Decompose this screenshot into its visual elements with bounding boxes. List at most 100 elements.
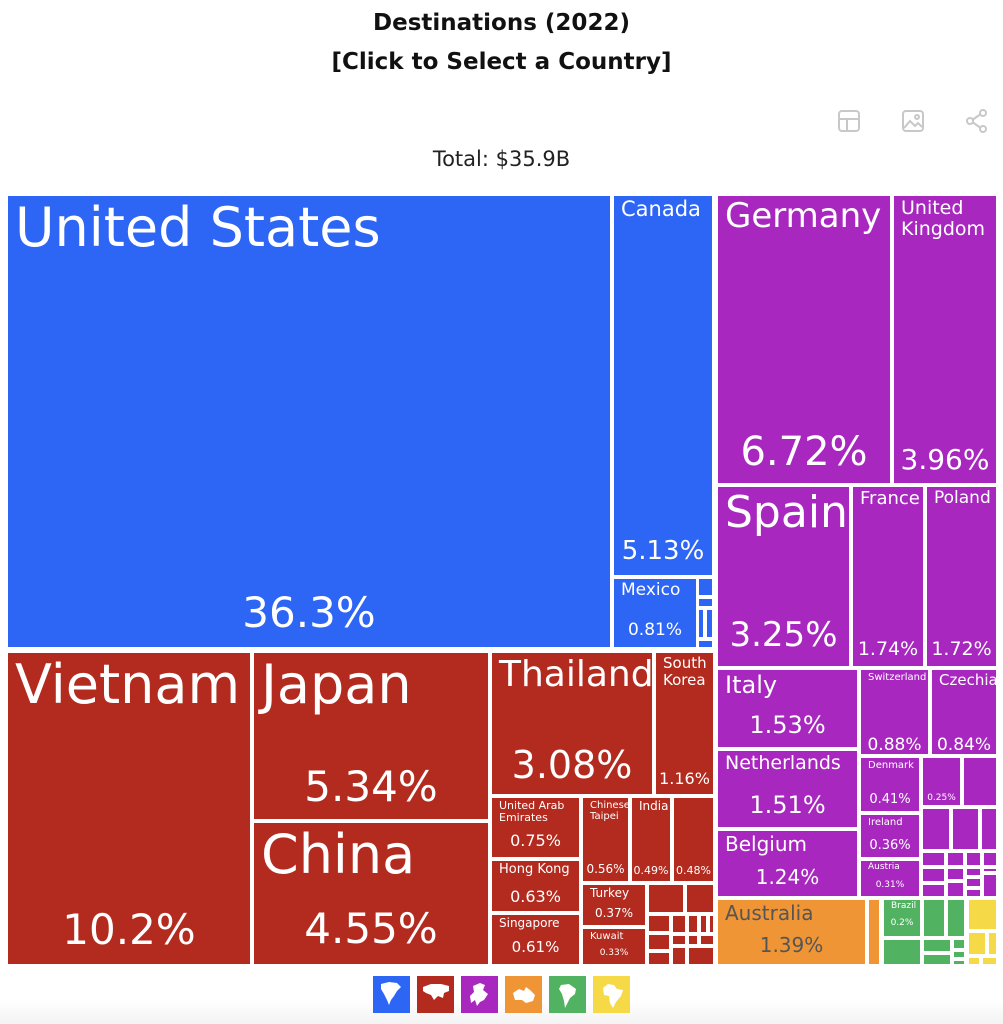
treemap-cell-czechia[interactable]: Czechia 0.84% — [931, 669, 997, 755]
treemap-cell-small[interactable] — [688, 915, 698, 933]
cell-value: 0.49% — [633, 863, 669, 877]
treemap-cell-small[interactable] — [953, 939, 965, 949]
treemap-cell-chinese-taipei[interactable]: Chinese Taipei 0.56% — [582, 797, 629, 882]
treemap-cell-small[interactable] — [983, 852, 997, 866]
cell-value: 0.48% — [676, 863, 711, 877]
treemap-cell-small[interactable] — [968, 957, 980, 965]
treemap-cell-small[interactable] — [688, 947, 714, 965]
treemap-cell-mexico[interactable]: Mexico 0.81% — [613, 578, 697, 648]
cell-label: France — [860, 488, 920, 509]
treemap-cell-small[interactable] — [706, 609, 713, 638]
treemap-cell-small[interactable] — [952, 808, 979, 850]
treemap-cell-south-korea[interactable]: South Korea 1.16% — [655, 652, 714, 795]
treemap-cell-canada[interactable]: Canada 5.13% — [613, 195, 713, 576]
treemap-cell-vietnam[interactable]: Vietnam 10.2% — [7, 652, 251, 965]
treemap-cell-small[interactable] — [648, 934, 670, 950]
treemap-cell-united-states[interactable]: United States 36.3% — [7, 195, 611, 648]
treemap-cell-small[interactable] — [968, 932, 986, 955]
share-icon[interactable] — [964, 108, 990, 134]
treemap-cell-small[interactable] — [988, 932, 997, 955]
treemap-cell-small[interactable] — [868, 899, 880, 965]
treemap-cell-small[interactable] — [968, 899, 997, 930]
south-america-icon[interactable] — [549, 976, 586, 1013]
treemap-cell-small[interactable] — [698, 578, 713, 596]
treemap-cell-small[interactable] — [700, 935, 714, 945]
cell-label: Poland — [934, 488, 991, 508]
cell-label: United Kingdom — [901, 197, 986, 240]
treemap-cell-small[interactable] — [966, 868, 981, 876]
treemap-cell-ireland[interactable]: Ireland 0.36% — [860, 814, 920, 858]
africa-icon[interactable] — [593, 976, 630, 1013]
treemap-cell-small[interactable] — [672, 947, 686, 965]
treemap-cell-small[interactable] — [923, 954, 951, 965]
treemap-cell-small[interactable] — [686, 884, 714, 913]
treemap-cell-small[interactable] — [947, 882, 964, 897]
treemap-cell-small[interactable] — [688, 935, 698, 945]
treemap-cell-france[interactable]: France 1.74% — [852, 486, 924, 667]
treemap-cell-small[interactable] — [922, 808, 950, 850]
treemap-cell-small[interactable] — [648, 952, 670, 965]
asia-icon[interactable] — [417, 976, 454, 1013]
treemap-cell-small[interactable] — [672, 915, 686, 933]
treemap-cell-small[interactable] — [648, 884, 684, 913]
treemap-cell-netherlands[interactable]: Netherlands 1.51% — [717, 750, 858, 828]
treemap-cell-china[interactable]: China 4.55% — [253, 822, 489, 965]
treemap-cell-small[interactable] — [923, 939, 951, 952]
image-icon[interactable] — [900, 108, 926, 134]
treemap-cell-small[interactable] — [922, 852, 945, 866]
treemap-cell-japan[interactable]: Japan 5.34% — [253, 652, 489, 820]
treemap-cell-spain[interactable]: Spain 3.25% — [717, 486, 850, 667]
treemap-cell-thailand[interactable]: Thailand 3.08% — [491, 652, 653, 795]
treemap-cell-brazil[interactable]: Brazil 0.2% — [883, 899, 921, 937]
treemap-cell-australia[interactable]: Australia 1.39% — [717, 899, 866, 965]
treemap-cell-small[interactable] — [698, 609, 704, 638]
treemap-cell-small[interactable] — [947, 852, 964, 866]
cell-value: 0.56% — [586, 862, 625, 876]
treemap-cell-belgium[interactable]: Belgium 1.24% — [717, 830, 858, 897]
treemap-cell-united-kingdom[interactable]: United Kingdom 3.96% — [893, 195, 997, 484]
cell-value: 0.25% — [927, 792, 956, 803]
treemap-cell-united-arab-emirates[interactable]: United Arab Emirates 0.75% — [491, 797, 580, 858]
treemap-cell-small[interactable] — [963, 757, 997, 806]
treemap-cell-small[interactable] — [672, 935, 686, 945]
treemap-cell-small[interactable] — [982, 957, 997, 965]
treemap-cell-germany[interactable]: Germany 6.72% — [717, 195, 891, 484]
treemap-cell-italy[interactable]: Italy 1.53% — [717, 669, 858, 748]
treemap-cell-india[interactable]: India 0.49% — [631, 797, 671, 882]
treemap-cell-poland[interactable]: Poland 1.72% — [926, 486, 997, 667]
treemap-cell-small[interactable] — [922, 884, 945, 897]
treemap-cell-small[interactable] — [966, 878, 981, 887]
treemap-cell-small[interactable] — [981, 808, 997, 850]
treemap-cell-unlabeled-27[interactable]: 0.25% — [922, 757, 961, 806]
treemap-cell-small[interactable] — [698, 598, 713, 607]
cell-label: Kuwait — [590, 931, 624, 942]
treemap-cell-small[interactable] — [953, 951, 965, 958]
treemap-cell-denmark[interactable]: Denmark 0.41% — [860, 757, 920, 812]
treemap-cell-small[interactable] — [883, 939, 921, 965]
treemap-cell-austria[interactable]: Austria 0.31% — [860, 860, 920, 897]
north-america-icon[interactable] — [373, 976, 410, 1013]
treemap-cell-kuwait[interactable]: Kuwait 0.33% — [582, 928, 646, 965]
treemap-cell-small[interactable] — [709, 915, 714, 933]
treemap-cell-small[interactable] — [983, 868, 997, 872]
cell-value: 0.2% — [890, 917, 914, 928]
treemap-cell-unlabeled-13[interactable]: 0.48% — [673, 797, 714, 882]
treemap-cell-small[interactable] — [966, 852, 981, 866]
treemap-cell-small[interactable] — [947, 868, 964, 880]
europe-icon[interactable] — [461, 976, 498, 1013]
treemap-cell-singapore[interactable]: Singapore 0.61% — [491, 914, 580, 965]
treemap-cell-small[interactable] — [947, 899, 965, 937]
treemap-cell-small[interactable] — [700, 915, 707, 933]
treemap-cell-small[interactable] — [953, 960, 965, 965]
treemap-cell-small[interactable] — [983, 874, 997, 897]
treemap-cell-small[interactable] — [698, 640, 713, 648]
table-icon[interactable] — [836, 108, 862, 134]
treemap-cell-small[interactable] — [648, 915, 670, 932]
treemap-cell-turkey[interactable]: Turkey 0.37% — [582, 884, 646, 926]
treemap-cell-small[interactable] — [966, 889, 981, 897]
treemap-cell-hong-kong[interactable]: Hong Kong 0.63% — [491, 860, 580, 912]
treemap-cell-switzerland[interactable]: Switzerland 0.88% — [860, 669, 929, 755]
oceania-icon[interactable] — [505, 976, 542, 1013]
treemap-cell-small[interactable] — [922, 868, 945, 882]
treemap-cell-small[interactable] — [923, 899, 945, 937]
